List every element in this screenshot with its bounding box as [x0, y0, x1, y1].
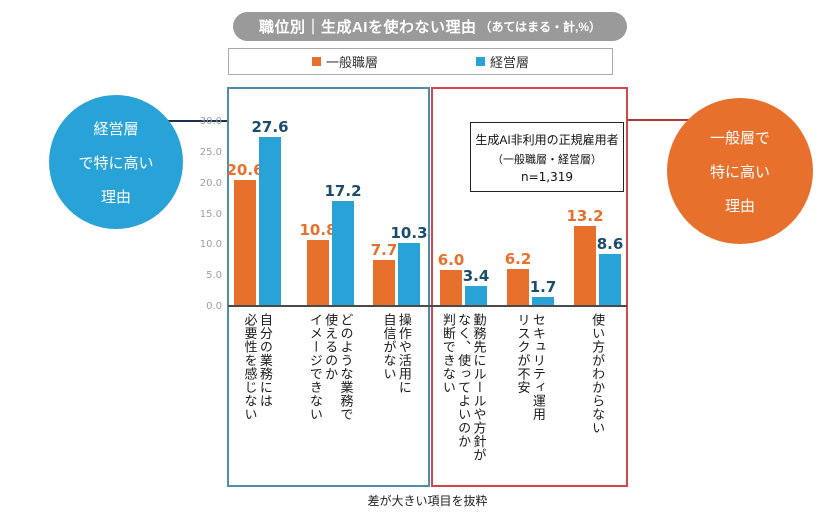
bar-series0-group2: [373, 260, 395, 307]
bar-series1-group0: [259, 137, 281, 307]
page-title: 職位別｜生成AIを使わない理由: [258, 19, 477, 36]
callout-management-circle: 経営層 で特に高い 理由: [49, 95, 183, 229]
y-tick-25.0: 25.0: [199, 146, 222, 158]
title-suffix: （あてはまる・計,%）: [479, 20, 602, 34]
y-tick-0.0: 0.0: [206, 301, 222, 312]
legend: 一般職層 経営層: [228, 48, 613, 75]
bar-value-series0-group2: 7.7: [370, 241, 398, 259]
callout-general-circle: 一般層で 特に高い 理由: [667, 98, 813, 244]
x-axis-line: [228, 305, 627, 307]
legend-swatch-management: [476, 57, 485, 66]
legend-label-general: 一般職層: [325, 55, 378, 70]
bar-series0-group3: [440, 270, 462, 307]
category-label-2: 操作や活用に 自信がない: [381, 313, 412, 394]
bar-series1-group3: [465, 286, 487, 307]
callout-left-line3: 理由: [100, 188, 131, 206]
bar-value-series1-group1: 17.2: [324, 182, 362, 200]
title-bar: 職位別｜生成AIを使わない理由 （あてはまる・計,%）: [233, 12, 627, 41]
bar-series1-group2: [398, 243, 420, 307]
callout-right-line2: 特に高い: [709, 163, 770, 181]
bar-value-series1-group0: 27.6: [251, 118, 289, 136]
y-tick-15.0: 15.0: [199, 208, 222, 220]
bar-value-series1-group5: 8.6: [596, 235, 624, 253]
legend-item-general: 一般職層: [311, 52, 378, 71]
bar-value-series0-group0: 20.6: [226, 161, 264, 179]
y-tick-20.0: 20.0: [199, 177, 222, 189]
y-tick-30.0: 30.0: [199, 116, 222, 127]
bar-value-series0-group1: 10.8: [299, 221, 337, 239]
bar-series0-group4: [507, 269, 529, 307]
footnote: 差が大きい項目を抜粋: [367, 494, 488, 508]
connector-line-left: [160, 120, 228, 122]
y-tick-5.0: 5.0: [206, 270, 222, 282]
category-label-4: セキュリティ運用 リスクが不安: [515, 313, 546, 421]
bar-series1-group1: [332, 201, 354, 307]
category-label-5: 使い方がわからない: [590, 313, 606, 435]
sample-note-line2: （一般職層・経営層）: [492, 153, 602, 166]
sample-size: n=1,319: [520, 169, 573, 184]
general-highlight-box: [431, 87, 628, 487]
sample-note-line1: 生成AI非利用の正規雇用者: [475, 132, 619, 147]
bar-series0-group0: [234, 180, 256, 307]
callout-right-line3: 理由: [724, 197, 755, 215]
legend-item-management: 経営層: [476, 52, 529, 71]
bar-value-series0-group5: 13.2: [566, 207, 604, 225]
bar-value-series1-group2: 10.3: [390, 224, 428, 242]
callout-right-line1: 一般層で: [709, 129, 770, 147]
category-label-1: どのような業務で 使えるのか イメージできない: [307, 313, 354, 421]
sample-note-box: 生成AI非利用の正規雇用者 （一般職層・経営層） n=1,319: [470, 122, 624, 192]
bar-series1-group5: [599, 254, 621, 307]
legend-swatch-general: [311, 57, 321, 66]
category-label-0: 自分の業務には 必要性を感じない: [242, 313, 273, 421]
callout-left-line2: で特に高い: [78, 154, 154, 172]
y-tick-10.0: 10.0: [199, 239, 222, 251]
connector-line-right: [628, 119, 690, 121]
bar-series0-group1: [307, 240, 329, 307]
bar-value-series0-group3: 6.0: [437, 251, 465, 269]
callout-left-line1: 経営層: [93, 120, 139, 138]
bar-value-series1-group4: 1.7: [529, 278, 557, 296]
bar-series0-group5: [574, 226, 596, 307]
bar-value-series1-group3: 3.4: [462, 267, 490, 285]
category-label-3: 勤務先にルールや方針が なく、使ってよいのか 判断できない: [440, 313, 487, 462]
bar-series1-group4: [532, 297, 554, 307]
management-highlight-box: [227, 87, 430, 487]
legend-label-management: 経営層: [490, 55, 530, 70]
bar-value-series0-group4: 6.2: [504, 250, 532, 268]
